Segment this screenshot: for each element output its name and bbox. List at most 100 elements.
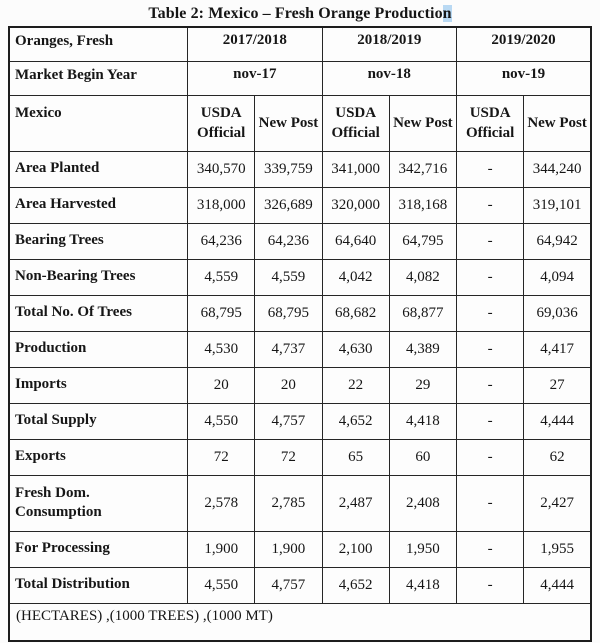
value-cell: - <box>455 150 525 188</box>
value-cell: 22 <box>321 366 390 404</box>
source-header: New Post <box>254 94 323 152</box>
value-cell: 4,389 <box>388 330 458 368</box>
table-header-section: Oranges, Fresh 2017/2018 2018/2019 2019/… <box>8 26 592 152</box>
value-cell: - <box>455 438 525 476</box>
header-row-years: Oranges, Fresh 2017/2018 2018/2019 2019/… <box>8 26 592 62</box>
value-cell: 4,418 <box>388 402 458 440</box>
value-cell: 318,000 <box>187 186 256 224</box>
value-cell: 68,795 <box>254 294 323 332</box>
value-cell: 4,550 <box>187 566 256 604</box>
row-label: Area Harvested <box>8 186 189 224</box>
units-footnote: (HECTARES) ,(1000 TREES) ,(1000 MT) <box>8 602 592 642</box>
table-row: Imports 20 20 22 29-27 <box>8 366 592 404</box>
value-cell: - <box>455 258 525 296</box>
value-cell: 29 <box>388 366 458 404</box>
table-row: Bearing Trees 64,236 64,236 64,640 64,795-64… <box>8 222 592 260</box>
table-row: Area Harvested 318,000 326,689 320,000 318,1… <box>8 186 592 224</box>
value-cell: 69,036 <box>523 294 592 332</box>
table-row: For Processing 1,900 1,900 2,100 1,950-1,955 <box>8 530 592 568</box>
value-cell: - <box>455 222 525 260</box>
value-cell: 2,578 <box>187 474 256 532</box>
value-cell: 2,408 <box>388 474 458 532</box>
value-cell: 4,737 <box>254 330 323 368</box>
value-cell: 68,682 <box>321 294 390 332</box>
value-cell: 4,444 <box>523 566 592 604</box>
value-cell: 1,955 <box>523 530 592 568</box>
value-cell: 64,236 <box>187 222 256 260</box>
value-cell: 4,757 <box>254 566 323 604</box>
value-cell: 64,640 <box>321 222 390 260</box>
value-cell: 4,652 <box>321 566 390 604</box>
value-cell: 319,101 <box>523 186 592 224</box>
value-cell: 4,652 <box>321 402 390 440</box>
value-cell: 27 <box>523 366 592 404</box>
table-title: Table 2: Mexico – Fresh Orange Productio… <box>0 5 600 23</box>
value-cell: 342,716 <box>388 150 458 188</box>
table-row: Production 4,530 4,737 4,630 4,389-4,417 <box>8 330 592 368</box>
source-header: New Post <box>523 94 592 152</box>
value-cell: 1,900 <box>254 530 323 568</box>
row-label: Fresh Dom. Consumption <box>8 474 189 532</box>
table-footer-section: (HECTARES) ,(1000 TREES) ,(1000 MT) <box>8 602 592 642</box>
corner-label: Oranges, Fresh <box>8 26 189 62</box>
value-cell: 318,168 <box>388 186 458 224</box>
value-cell: - <box>455 474 525 532</box>
value-cell: 2,785 <box>254 474 323 532</box>
row-label: Production <box>8 330 189 368</box>
value-cell: - <box>455 294 525 332</box>
value-cell: 4,417 <box>523 330 592 368</box>
row-label: Non-Bearing Trees <box>8 258 189 296</box>
row-label: Bearing Trees <box>8 222 189 260</box>
source-header: USDA Official <box>321 94 390 152</box>
table-row: Fresh Dom. Consumption 2,578 2,785 2,487 2,4… <box>8 474 592 532</box>
table-title-text: Table 2: Mexico – Fresh Orange Productio <box>148 5 443 22</box>
row-label: For Processing <box>8 530 189 568</box>
table-row: Total No. Of Trees 68,795 68,795 68,682 68,8… <box>8 294 592 332</box>
row-label: Exports <box>8 438 189 476</box>
table-row: Total Distribution 4,550 4,757 4,652 4,418-4… <box>8 566 592 604</box>
value-cell: 4,559 <box>254 258 323 296</box>
value-cell: 341,000 <box>321 150 390 188</box>
year-header-2019-2020: 2019/2020 <box>456 26 592 62</box>
header-row-market-begin: Market Begin Year nov-17 nov-18 nov-19 <box>8 60 592 96</box>
market-begin-value: nov-19 <box>456 60 592 96</box>
source-header: USDA Official <box>187 94 256 152</box>
value-cell: 4,082 <box>388 258 458 296</box>
value-cell: 4,094 <box>523 258 592 296</box>
value-cell: - <box>455 330 525 368</box>
value-cell: 2,487 <box>321 474 390 532</box>
value-cell: 60 <box>388 438 458 476</box>
value-cell: 64,236 <box>254 222 323 260</box>
source-header: USDA Official <box>455 94 525 152</box>
value-cell: 64,795 <box>388 222 458 260</box>
footnote-row: (HECTARES) ,(1000 TREES) ,(1000 MT) <box>8 602 592 642</box>
value-cell: 4,042 <box>321 258 390 296</box>
table-row: Exports 72 72 65 60-62 <box>8 438 592 476</box>
value-cell: 65 <box>321 438 390 476</box>
value-cell: 4,530 <box>187 330 256 368</box>
mexico-label: Mexico <box>8 94 189 152</box>
row-label: Imports <box>8 366 189 404</box>
value-cell: 72 <box>187 438 256 476</box>
value-cell: - <box>455 530 525 568</box>
value-cell: - <box>455 402 525 440</box>
table-body: Area Planted 340,570 339,759 341,000 342,716… <box>8 150 592 604</box>
table-row: Total Supply 4,550 4,757 4,652 4,418-4,444 <box>8 402 592 440</box>
value-cell: 339,759 <box>254 150 323 188</box>
year-header-2017-2018: 2017/2018 <box>187 26 323 62</box>
value-cell: 62 <box>523 438 592 476</box>
value-cell: 64,942 <box>523 222 592 260</box>
value-cell: 72 <box>254 438 323 476</box>
row-label: Total No. Of Trees <box>8 294 189 332</box>
market-begin-label: Market Begin Year <box>8 60 189 96</box>
value-cell: 2,100 <box>321 530 390 568</box>
value-cell: 344,240 <box>523 150 592 188</box>
value-cell: 320,000 <box>321 186 390 224</box>
value-cell: 1,950 <box>388 530 458 568</box>
table-row: Non-Bearing Trees 4,559 4,559 4,042 4,082-4,… <box>8 258 592 296</box>
year-header-2018-2019: 2018/2019 <box>321 26 458 62</box>
row-label: Area Planted <box>8 150 189 188</box>
value-cell: 4,550 <box>187 402 256 440</box>
value-cell: 4,444 <box>523 402 592 440</box>
value-cell: 20 <box>254 366 323 404</box>
